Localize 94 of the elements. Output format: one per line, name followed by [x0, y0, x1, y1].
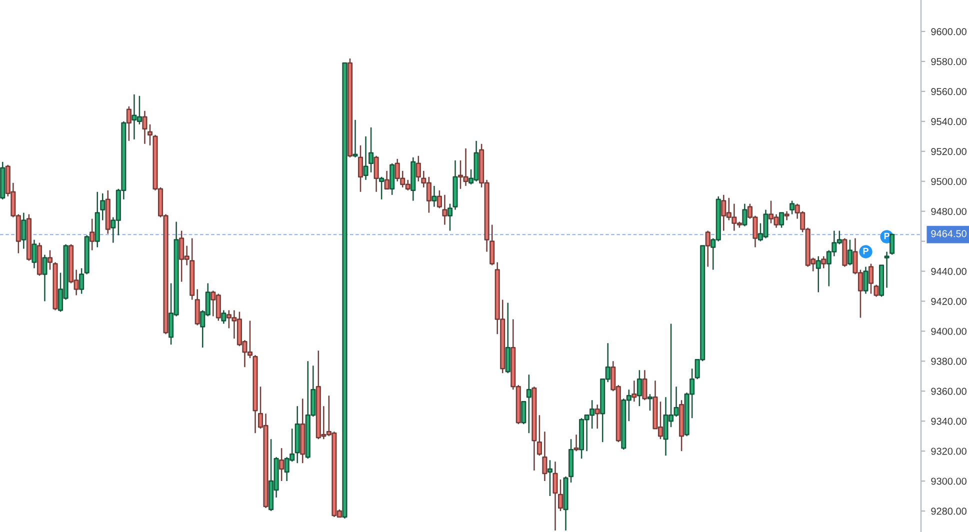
- candlestick: [558, 478, 564, 512]
- candlestick: [384, 170, 390, 190]
- candlestick: [90, 218, 95, 251]
- candlestick: [490, 224, 495, 266]
- candlestick: [100, 192, 106, 221]
- candlestick: [447, 203, 452, 232]
- candlestick: [432, 185, 437, 208]
- candlestick: [536, 414, 542, 456]
- candlestick: [368, 126, 374, 173]
- candlestick: [442, 194, 448, 226]
- candlestick: [547, 459, 552, 497]
- candlestick: [505, 302, 510, 374]
- data-label: P: [863, 248, 868, 254]
- candlestick: [705, 230, 710, 268]
- y-tick-label: 9580.00: [931, 58, 966, 66]
- candlestick: [374, 155, 379, 192]
- candlestick: [879, 264, 884, 298]
- candlestick: [526, 374, 532, 434]
- y-tick-label: 9440.00: [931, 268, 966, 275]
- candlestick: [594, 404, 600, 430]
- candlestick: [436, 190, 442, 209]
- candlestick: [847, 239, 852, 266]
- candlestick: [358, 144, 364, 192]
- candlestick: [521, 401, 526, 425]
- candlestick: [679, 400, 684, 452]
- candlestick: [190, 238, 195, 300]
- candlestick: [142, 110, 148, 144]
- candlestick: [890, 233, 895, 256]
- y-tick-label: 9480.00: [931, 208, 966, 216]
- candlestick: [816, 256, 821, 293]
- candlestick: [552, 460, 558, 532]
- candlestick: [532, 386, 537, 472]
- y-tick-label: 9380.00: [931, 358, 966, 365]
- candlestick: [32, 239, 37, 269]
- candlestick: [105, 190, 110, 234]
- candlestick: [784, 210, 790, 221]
- candlestick: [874, 284, 879, 298]
- candlestick: [779, 212, 784, 228]
- candlestick: [52, 262, 58, 311]
- candlestick: [221, 310, 226, 324]
- candlestick: [126, 106, 132, 142]
- candlestick: [342, 62, 348, 520]
- candlestick: [79, 268, 84, 294]
- candlestick: [47, 250, 53, 270]
- candlestick: [352, 119, 358, 158]
- candlestick: [632, 380, 637, 402]
- candlestick: [568, 438, 574, 484]
- candlestick: [347, 58, 352, 158]
- candlestick: [0, 161, 6, 200]
- candlestick: [26, 214, 32, 262]
- candlestick: [842, 238, 848, 268]
- y-tick-label: 9520.00: [931, 148, 966, 156]
- candlestick: [574, 434, 579, 452]
- candlestick: [790, 200, 795, 215]
- candlestick: [84, 234, 90, 275]
- candlestick: [416, 155, 421, 182]
- candlestick: [636, 370, 642, 407]
- y-tick-label: 9340.00: [931, 418, 966, 425]
- candlestick: [642, 370, 648, 401]
- candlestick: [452, 160, 458, 210]
- candlestick: [42, 254, 48, 302]
- candlestick: [294, 405, 300, 464]
- candlestick: [194, 288, 200, 326]
- candlestick: [410, 156, 416, 202]
- candlestick: [94, 191, 100, 248]
- candlestick: [379, 176, 384, 200]
- candlestick: [21, 212, 26, 250]
- y-tick-label: 9540.00: [931, 118, 966, 126]
- ref-line-label: 9464.50: [931, 230, 966, 238]
- candlestick: [563, 476, 568, 532]
- candlestick: [742, 203, 748, 227]
- candlestick: [279, 447, 284, 482]
- candlestick: [252, 354, 258, 434]
- candlestick: [647, 394, 652, 412]
- y-tick-label: 9400.00: [931, 328, 966, 335]
- candlestick: [542, 430, 548, 482]
- candlestick: [36, 242, 42, 276]
- y-tick-label: 9360.00: [931, 388, 966, 395]
- y-tick-label: 9300.00: [931, 478, 966, 485]
- candlestick: [390, 162, 395, 196]
- candlestick: [868, 263, 874, 294]
- data-label: P: [884, 232, 890, 240]
- candlestick: [300, 398, 306, 464]
- y-tick-label: 9560.00: [931, 88, 966, 96]
- candlestick: [147, 124, 153, 146]
- candlestick: [363, 136, 368, 180]
- candlestick: [821, 256, 826, 269]
- candlestick: [863, 266, 868, 294]
- y-tick-label: 9320.00: [931, 448, 966, 455]
- y-tick-label: 9500.00: [931, 178, 966, 186]
- y-tick-label: 9600.00: [931, 28, 966, 36]
- candlestick: [884, 251, 890, 288]
- y-tick-label: 9280.00: [931, 508, 966, 515]
- y-tick-label: 9420.00: [931, 298, 966, 305]
